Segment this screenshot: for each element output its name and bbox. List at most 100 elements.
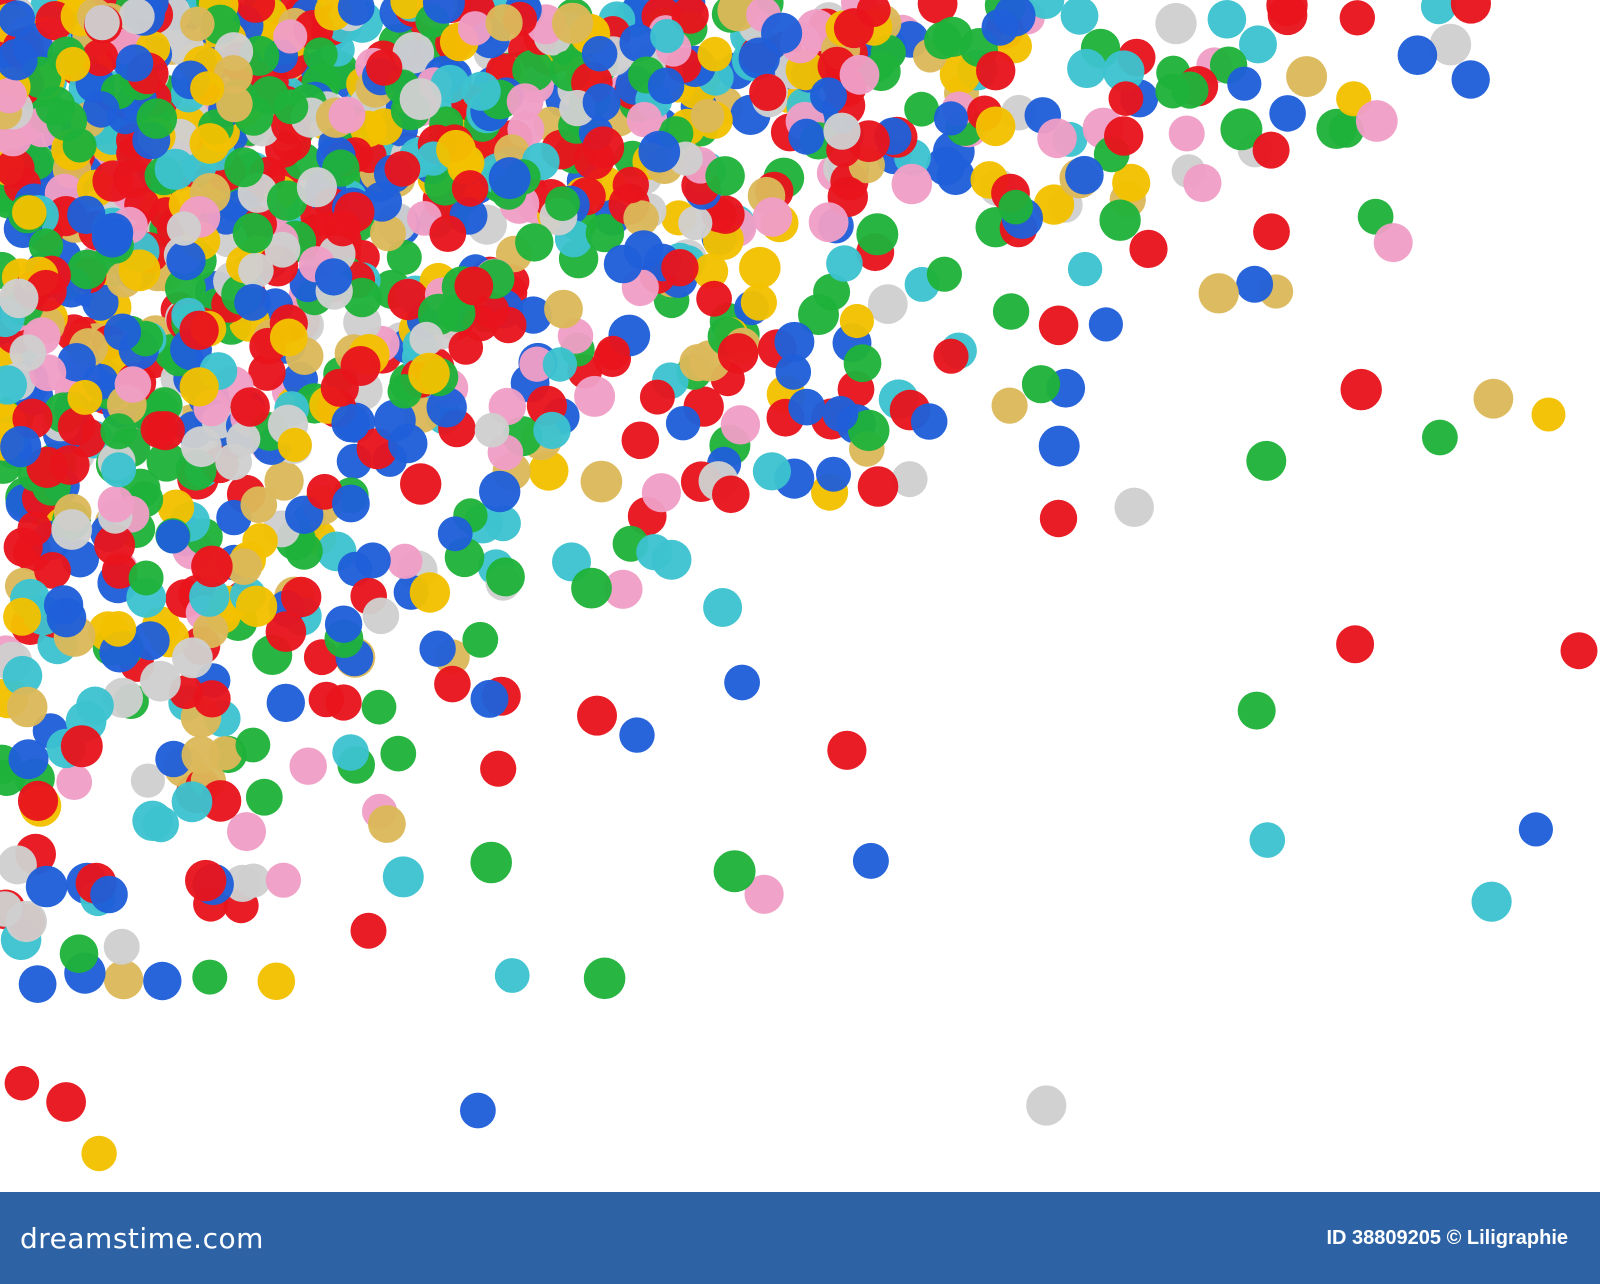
- confetti-dot: [619, 24, 658, 62]
- confetti-dot: [717, 333, 759, 374]
- confetti-dot: [225, 548, 263, 585]
- confetti-dot: [647, 67, 685, 105]
- confetti-dot: [1246, 440, 1287, 481]
- confetti-dot: [437, 516, 473, 552]
- confetti-dot: [1026, 1085, 1067, 1126]
- confetti-dot: [366, 49, 403, 86]
- confetti-dot: [0, 891, 23, 927]
- confetti-dot: [56, 764, 93, 800]
- confetti-dot: [1183, 163, 1222, 203]
- confetti-dot: [190, 71, 225, 106]
- confetti-dot: [1102, 50, 1145, 92]
- confetti-dot: [0, 38, 38, 81]
- confetti-dot: [154, 148, 196, 190]
- confetti-dot: [8, 739, 49, 780]
- confetti-dot: [932, 16, 973, 57]
- confetti-dot: [59, 934, 99, 973]
- confetti-dot: [515, 223, 554, 262]
- confetti-dot: [67, 249, 108, 290]
- confetti-dot: [822, 395, 859, 432]
- confetti-dot: [380, 735, 417, 772]
- confetti-dot: [823, 112, 861, 150]
- confetti-dot: [1198, 273, 1239, 314]
- confetti-dot: [57, 343, 96, 382]
- confetti-dot: [303, 37, 338, 72]
- confetti-dot: [839, 54, 880, 95]
- confetti-dot: [1088, 307, 1123, 342]
- confetti-dot: [975, 106, 1016, 147]
- confetti-dot: [216, 85, 253, 123]
- confetti-dot: [891, 461, 928, 498]
- confetti-dot: [451, 170, 489, 207]
- watermark-footer: dreamstime.com ID 38809205 © Liligraphie: [0, 1192, 1600, 1284]
- confetti-dot: [724, 664, 760, 701]
- confetti-dot: [189, 123, 231, 164]
- confetti-dot: [4, 1065, 40, 1101]
- confetti-dot: [739, 246, 781, 289]
- confetti-dot: [595, 335, 630, 370]
- confetti-dot: [867, 284, 908, 324]
- confetti-dot: [426, 387, 467, 428]
- confetti-dot: [208, 736, 243, 771]
- confetti-dot: [788, 118, 825, 155]
- confetti-dot: [296, 167, 337, 208]
- confetti-dot: [0, 365, 27, 405]
- confetti-dot: [485, 4, 523, 42]
- confetti-dot: [264, 461, 304, 501]
- confetti-dot: [533, 411, 571, 450]
- confetti-dot: [332, 734, 369, 771]
- confetti-dot: [571, 567, 612, 609]
- confetti-dot: [245, 778, 283, 816]
- confetti-dot: [696, 280, 732, 317]
- confetti-dot: [408, 352, 450, 395]
- confetti-dot: [843, 344, 882, 383]
- confetti-dot: [641, 473, 682, 513]
- confetti-dot: [761, 12, 803, 54]
- confetti-dot: [215, 443, 253, 481]
- confetti-dot: [621, 421, 660, 460]
- confetti-dot: [140, 411, 178, 449]
- confetti-dot: [436, 129, 476, 170]
- brand-logo-text: dreamstime.com: [20, 1221, 264, 1255]
- confetti-dot: [470, 679, 509, 718]
- confetti-dot: [191, 545, 233, 588]
- confetti-dot: [0, 77, 27, 114]
- confetti-dot: [993, 0, 1036, 37]
- confetti-dot: [1286, 56, 1328, 98]
- confetti-dot: [1397, 35, 1438, 75]
- confetti-dot: [583, 957, 626, 1000]
- confetti-dot: [1560, 632, 1598, 670]
- confetti-dot: [227, 812, 266, 852]
- confetti-dot: [1060, 0, 1099, 35]
- confetti-dot: [235, 727, 271, 763]
- confetti-dot: [399, 78, 442, 121]
- confetti-dot: [387, 543, 423, 579]
- confetti-dot: [485, 505, 521, 542]
- confetti-dot: [273, 89, 309, 125]
- confetti-dot: [1227, 66, 1262, 101]
- confetti-dot: [266, 683, 305, 723]
- confetti-dot: [155, 519, 190, 554]
- confetti-dot: [434, 665, 471, 703]
- confetti-dot: [236, 863, 271, 898]
- confetti-dot: [1104, 116, 1144, 156]
- confetti-dot: [269, 318, 308, 357]
- confetti-dot: [933, 101, 969, 136]
- confetti-dot: [157, 489, 195, 526]
- confetti-dot: [454, 266, 494, 306]
- confetti-dot: [354, 542, 391, 579]
- confetti-dot: [308, 681, 345, 718]
- confetti-dot: [114, 366, 152, 403]
- confetti-dot: [81, 1135, 117, 1172]
- confetti-dot: [651, 539, 692, 580]
- confetti-dot: [623, 200, 659, 236]
- confetti-dot: [130, 763, 165, 798]
- confetti-dot: [494, 958, 530, 993]
- confetti-dot: [1108, 81, 1144, 116]
- confetti-dot: [57, 407, 96, 446]
- confetti-dot: [1373, 223, 1413, 263]
- confetti-dot: [97, 486, 135, 523]
- confetti-dot: [827, 730, 867, 770]
- confetti-dot: [460, 1092, 496, 1129]
- confetti-dot: [705, 156, 745, 196]
